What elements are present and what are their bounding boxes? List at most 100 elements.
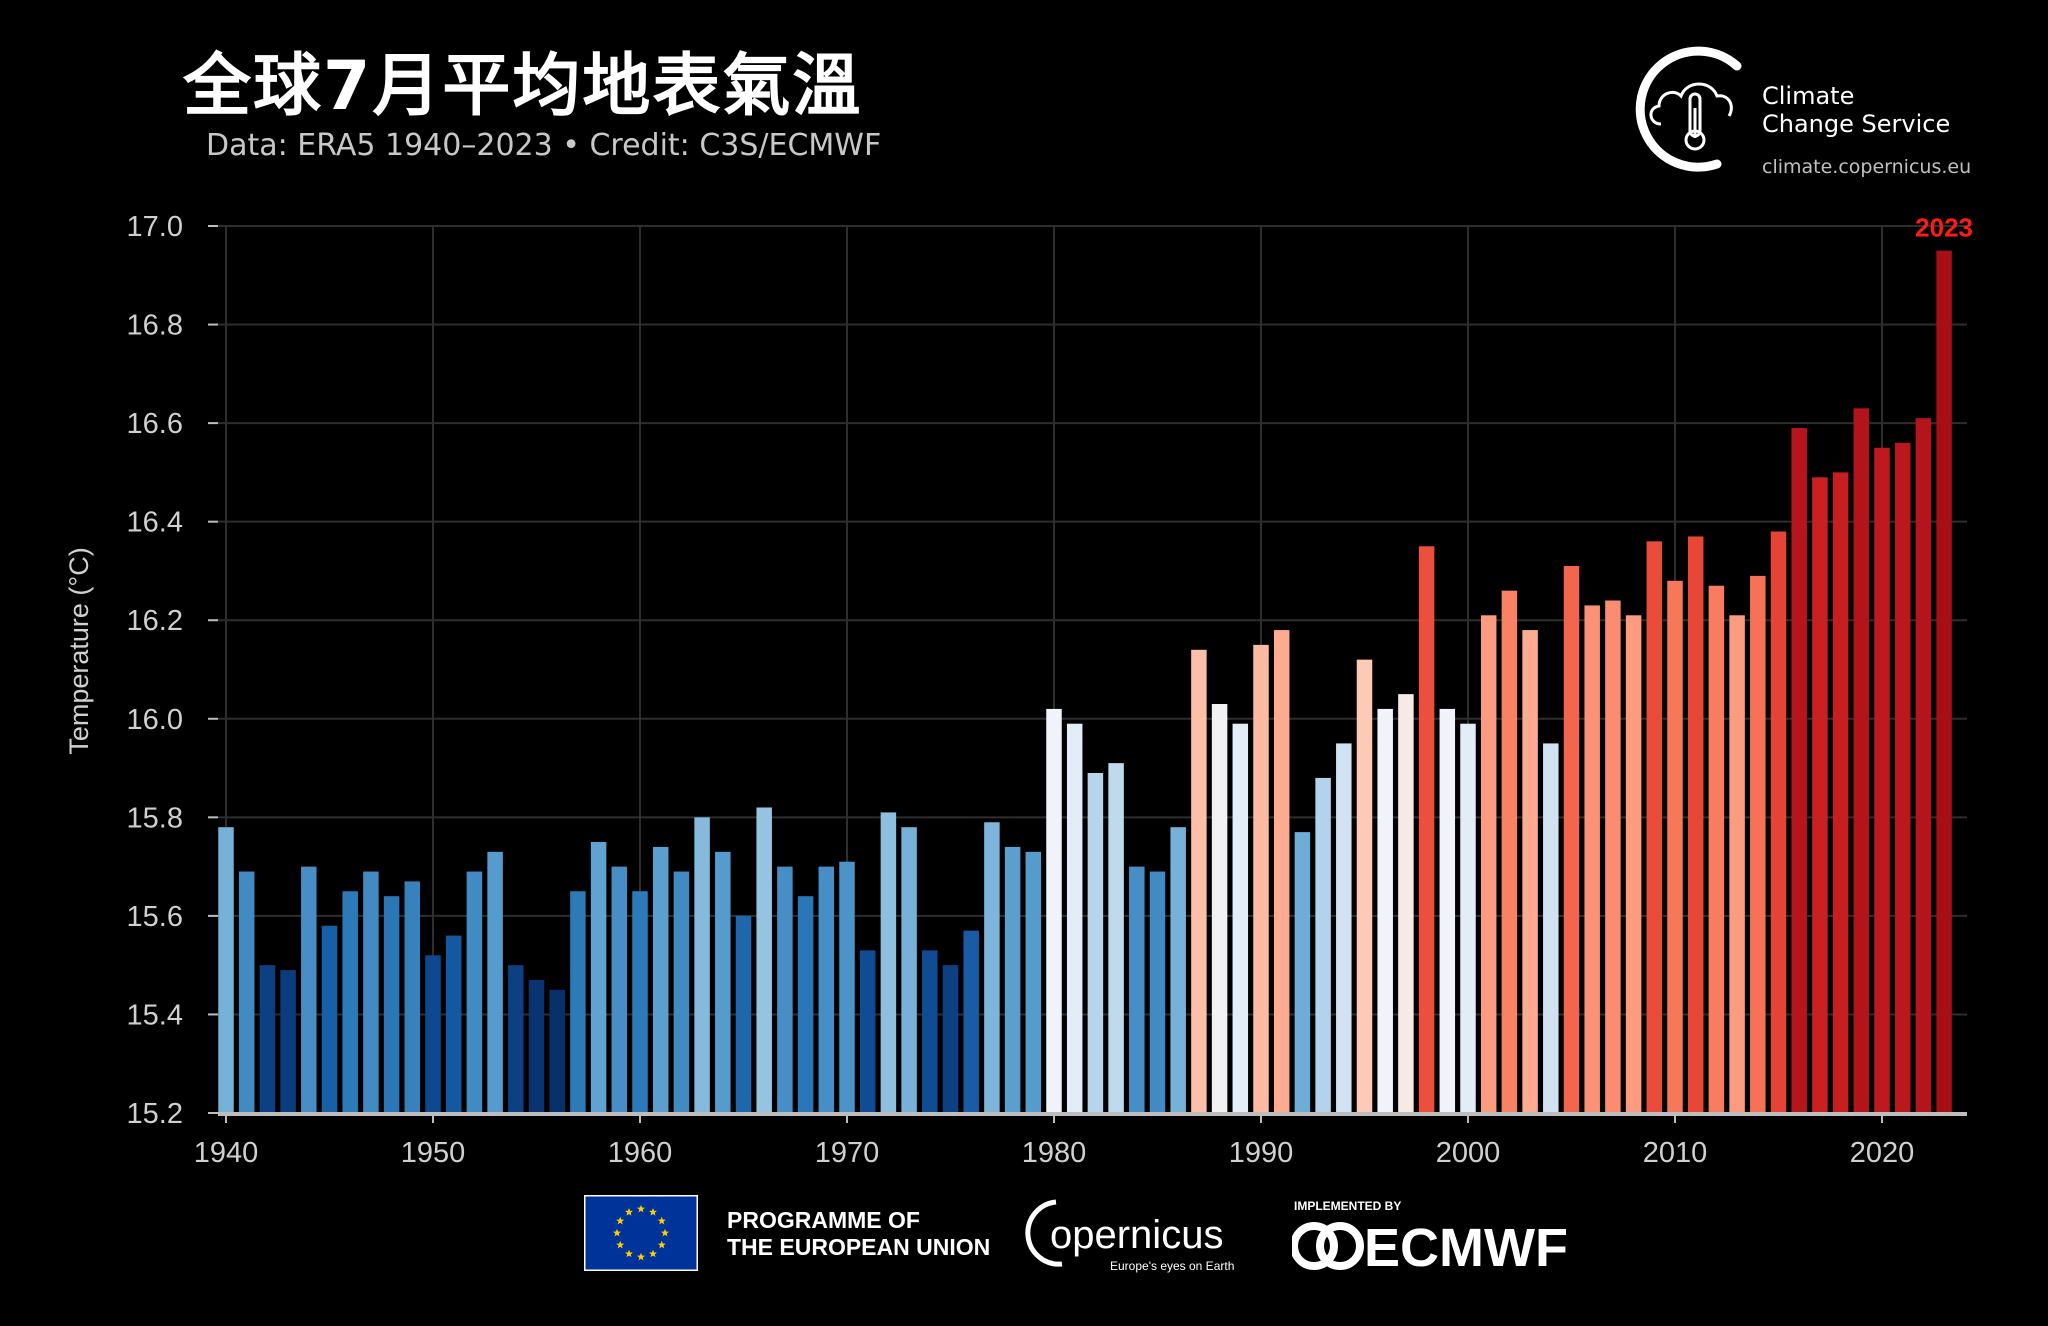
x-tick-label: 2000: [1436, 1137, 1501, 1169]
bar-1973: [901, 827, 917, 1113]
bar-1974: [922, 950, 938, 1113]
highlight-label: 2023: [1915, 213, 1973, 243]
eu-star-icon: [625, 1249, 633, 1258]
y-tick-label: 16.6: [127, 408, 183, 440]
y-tick-label: 15.4: [127, 999, 183, 1031]
bar-2002: [1501, 590, 1518, 1113]
bar-1993: [1315, 777, 1331, 1113]
ecmwf-name: ECMWF: [1364, 1218, 1568, 1276]
bar-2010: [1667, 580, 1683, 1113]
bar-2000: [1460, 723, 1476, 1113]
bar-1957: [570, 891, 586, 1113]
bar-1958: [590, 841, 607, 1113]
eu-star-icon: [637, 1204, 645, 1213]
bar-1998: [1418, 546, 1435, 1113]
bar-2006: [1584, 605, 1600, 1113]
eu-star-icon: [661, 1228, 669, 1237]
bar-1943: [280, 970, 296, 1113]
bar-1950: [425, 955, 441, 1113]
copernicus-name: opernicus: [1050, 1213, 1223, 1257]
bar-2003: [1522, 630, 1538, 1113]
axes: 15.2 15.4 15.6 15.8 16.0 16.2 16.4 16.6 16.8 17.0…: [127, 211, 1973, 1169]
bar-1984: [1129, 866, 1145, 1113]
c3s-url: climate.copernicus.eu: [1762, 156, 1972, 178]
bar-2019: [1853, 408, 1870, 1114]
eu-star-icon: [616, 1240, 625, 1249]
bar-2023: [1936, 250, 1952, 1113]
bar-1953: [487, 851, 503, 1113]
bar-1962: [673, 871, 690, 1113]
ecmwf-logo-icon: IMPLEMENTED BY ECMWF: [1292, 1199, 1568, 1276]
x-tick-label: 1950: [401, 1137, 466, 1169]
bar-1990: [1253, 644, 1269, 1113]
bar-1979: [1025, 851, 1042, 1113]
bar-1992: [1294, 832, 1311, 1113]
bar-1948: [383, 896, 400, 1113]
bar-1963: [694, 817, 710, 1113]
bar-1960: [632, 891, 648, 1113]
eu-star-icon: [657, 1216, 666, 1225]
bar-1956: [549, 989, 565, 1113]
bar-1981: [1066, 723, 1083, 1113]
bar-2007: [1605, 600, 1621, 1113]
bar-1942: [259, 965, 276, 1113]
bar-1954: [508, 965, 524, 1113]
eu-star-icon: [657, 1240, 666, 1249]
x-tick-label: 1940: [194, 1137, 259, 1169]
y-tick-label: 16.4: [127, 507, 183, 539]
x-tick-label: 1980: [1022, 1137, 1087, 1169]
bar-2011: [1687, 536, 1704, 1113]
eu-star-icon: [616, 1216, 625, 1225]
bar-1964: [715, 851, 731, 1113]
bar-2015: [1770, 531, 1787, 1113]
bar-1976: [963, 930, 979, 1113]
bar-1991: [1273, 630, 1290, 1113]
x-tick-label: 1990: [1229, 1137, 1294, 1169]
page-title: 全球7月平均地表氣溫: [183, 47, 863, 126]
y-tick-label: 15.6: [127, 901, 183, 933]
bar-2008: [1625, 615, 1642, 1113]
bar-2012: [1708, 585, 1725, 1113]
bar-1968: [797, 896, 814, 1113]
bar-1972: [880, 812, 897, 1113]
bar-2001: [1480, 615, 1497, 1113]
bar-1959: [611, 866, 628, 1113]
bar-1952: [466, 871, 483, 1113]
bar-1989: [1232, 723, 1249, 1113]
bar-2009: [1646, 541, 1663, 1113]
ecmwf-tag: IMPLEMENTED BY: [1294, 1199, 1401, 1213]
y-tick-label: 16.2: [127, 605, 183, 637]
bar-1977: [984, 822, 1000, 1113]
bars: [218, 250, 1952, 1114]
bar-1944: [301, 866, 317, 1113]
bar-2021: [1894, 442, 1911, 1113]
bar-2020: [1874, 447, 1890, 1113]
bar-1945: [321, 925, 338, 1113]
bar-1983: [1108, 763, 1124, 1113]
bar-1987: [1191, 649, 1207, 1113]
bar-2022: [1915, 418, 1932, 1113]
bar-1955: [528, 979, 545, 1113]
eu-star-icon: [649, 1208, 657, 1216]
bar-1961: [652, 846, 669, 1113]
c3s-logo-icon: [1635, 46, 1742, 172]
eu-star-icon: [613, 1228, 621, 1237]
y-tick-label: 16.8: [127, 310, 183, 342]
y-tick-label: 15.8: [127, 802, 183, 834]
bar-1986: [1170, 827, 1186, 1113]
copernicus-logo-icon: opernicus Europe's eyes on Earth: [1025, 1199, 1234, 1273]
eu-flag-icon: [584, 1195, 698, 1271]
eu-text-line1: PROGRAMME OF: [727, 1207, 920, 1233]
bar-1982: [1087, 772, 1104, 1113]
bar-1994: [1336, 743, 1352, 1113]
bar-2018: [1832, 472, 1849, 1113]
bar-1978: [1004, 846, 1021, 1113]
bar-1999: [1439, 708, 1456, 1113]
y-axis-label: Temperature (°C): [64, 547, 94, 754]
eu-star-icon: [649, 1249, 657, 1258]
bar-1966: [756, 807, 772, 1113]
bar-2005: [1563, 566, 1580, 1113]
eu-star-icon: [625, 1208, 633, 1216]
eu-programme-text: PROGRAMME OF THE EUROPEAN UNION: [727, 1207, 990, 1261]
bar-2017: [1812, 477, 1828, 1114]
